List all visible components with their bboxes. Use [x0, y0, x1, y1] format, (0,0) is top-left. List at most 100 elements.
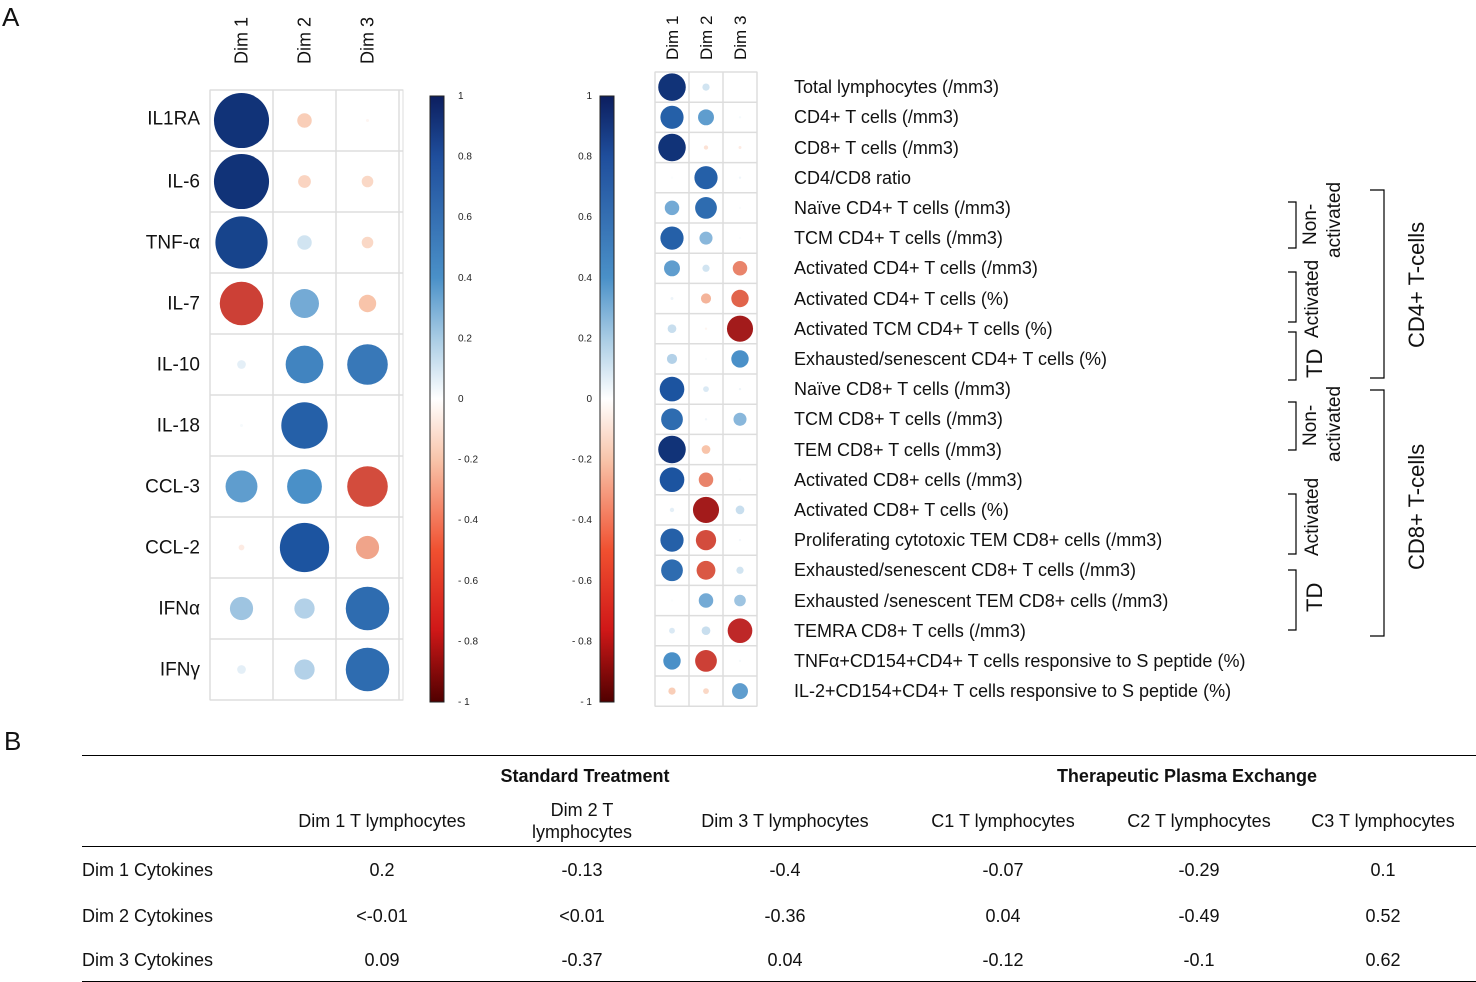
correlation-dot [659, 467, 685, 493]
group-header-tpe: Therapeutic Plasma Exchange [898, 755, 1476, 796]
correlation-dot [664, 260, 680, 277]
row-label: IFNγ [160, 660, 201, 681]
correlation-dot [663, 652, 681, 670]
table-cell: <0.01 [559, 905, 605, 926]
table-cell: 0.09 [272, 939, 492, 982]
colorbar-tick-label: - 0.6 [458, 576, 478, 587]
correlation-dot [695, 529, 717, 551]
table-cell: 0.04 [985, 905, 1021, 926]
col-header: C3 T lymphocytes [1290, 796, 1476, 847]
correlation-dot [294, 659, 315, 680]
table-cell: 0.2 [369, 859, 395, 880]
row-label: Dim 1 Cytokines [82, 859, 214, 880]
colorbar-tick-label: 0.4 [458, 273, 472, 284]
correlation-dot [361, 175, 374, 188]
correlation-dot [297, 235, 312, 250]
lymphocyte-row-label: TEM CD8+ T cells (/mm3) [794, 439, 1002, 460]
group-cd4-non-activated-l2: activated [1324, 181, 1345, 258]
correlation-dot [366, 424, 369, 427]
bracket-cd4-non-activated [1288, 201, 1297, 249]
correlation-dot [670, 297, 674, 300]
correlation-dot [738, 387, 742, 391]
correlation-dot [355, 535, 380, 560]
lymphocyte-correlation-heatmap: Dim 1 Dim 2 Dim 3 1 0.8 0.6 0.4 0.2 0 - 0.2 - 0.4 -… [572, 16, 758, 708]
group-cd8-non-activated-l1: Non- [1300, 404, 1321, 446]
correlation-dot [738, 146, 742, 149]
bracket-cd8-activated [1288, 493, 1297, 555]
correlation-dot [698, 109, 714, 126]
colorbar-tick-label: - 0.2 [572, 455, 592, 466]
group-cd8-activated: Activated [1302, 477, 1323, 556]
table-cell: -0.4 [769, 859, 801, 880]
row-label: CCL-3 [145, 477, 200, 498]
row-label: IL-7 [167, 294, 200, 315]
table-cell: -0.49 [1178, 905, 1220, 926]
table-corner-2 [82, 796, 272, 847]
lymphocyte-row-label: Activated CD8+ cells (/mm3) [794, 469, 1023, 490]
correlation-dot [695, 650, 717, 672]
cytokine-correlation-heatmap: Dim 1 Dim 2 Dim 3 IL1RA IL-6 TNF-α IL-7 IL-10 IL… [145, 17, 478, 708]
table-cell: 0.04 [672, 939, 898, 982]
colorbar-tick-label: 0.8 [578, 152, 592, 163]
table-cell: -0.37 [492, 939, 672, 982]
correlation-dot [738, 538, 742, 542]
correlation-dot [238, 544, 245, 551]
colorbar-tick-label: - 0.4 [458, 515, 478, 526]
correlation-dot [669, 507, 675, 513]
colorbar [599, 95, 615, 703]
colorbar-tick-label: - 1 [580, 697, 592, 708]
colorbar-tick-label: 0.8 [458, 152, 472, 163]
row-label: CCL-2 [145, 538, 200, 559]
bracket-cd4-td [1288, 331, 1297, 381]
colorbar-tick-label: - 0.2 [458, 455, 478, 466]
correlation-dot [704, 357, 708, 361]
correlation-dot [237, 360, 246, 369]
correlation-dot [738, 659, 742, 663]
correlation-dot [738, 448, 742, 451]
correlation-dot [661, 408, 683, 431]
correlation-dot [229, 596, 254, 621]
colorbar-tick-label: 0.2 [578, 333, 592, 344]
correlation-dot [692, 496, 720, 523]
table-cell: 0.1 [1370, 859, 1396, 880]
col-header: C1 T lymphocytes [898, 796, 1108, 847]
group-cd4-non-activated-l1: Non- [1300, 203, 1321, 245]
row-label: IL1RA [147, 109, 200, 130]
colorbar [429, 95, 445, 703]
table-cell: 0.52 [1365, 905, 1401, 926]
correlation-dot [213, 92, 270, 149]
correlation-results-table: Standard Treatment Therapeutic Plasma Ex… [82, 755, 1476, 982]
correlation-dot [285, 345, 324, 384]
bracket-cd8-tcells [1370, 389, 1385, 637]
correlation-dot [664, 200, 680, 216]
colorbar-tick-label: 0.6 [578, 212, 592, 223]
correlation-dot [240, 424, 243, 427]
correlation-dot [345, 586, 390, 631]
column-label: Dim 1 [663, 16, 682, 60]
correlation-dot [358, 294, 377, 313]
correlation-dot [735, 505, 745, 515]
row-label: IL-10 [157, 355, 200, 376]
correlation-dot [703, 688, 709, 694]
correlation-dot [659, 376, 685, 402]
correlation-dot [738, 85, 742, 89]
col-header-line: lymphocytes [531, 822, 633, 842]
correlation-dot [345, 647, 390, 692]
row-label: TNF-α [146, 233, 200, 254]
table-corner [82, 755, 272, 796]
table-cell: -0.13 [561, 859, 603, 880]
correlation-dot [658, 73, 686, 101]
colorbar-tick-label: 1 [586, 91, 592, 102]
colorbar-tick-label: - 1 [458, 697, 470, 708]
bracket-cd4-activated [1288, 271, 1297, 323]
correlation-dot [695, 197, 717, 219]
group-cd4-activated: Activated [1302, 259, 1323, 338]
correlation-dot [660, 105, 684, 129]
correlation-dot [727, 618, 753, 644]
lymphocyte-row-label: Naïve CD8+ T cells (/mm3) [794, 379, 1011, 400]
col-header-line: Dim 2 T [550, 800, 614, 820]
lymphocyte-row-label: Exhausted/senescent CD8+ T cells (/mm3) [794, 560, 1136, 581]
group-brackets [1288, 189, 1385, 637]
column-label: Dim 3 [731, 16, 750, 60]
